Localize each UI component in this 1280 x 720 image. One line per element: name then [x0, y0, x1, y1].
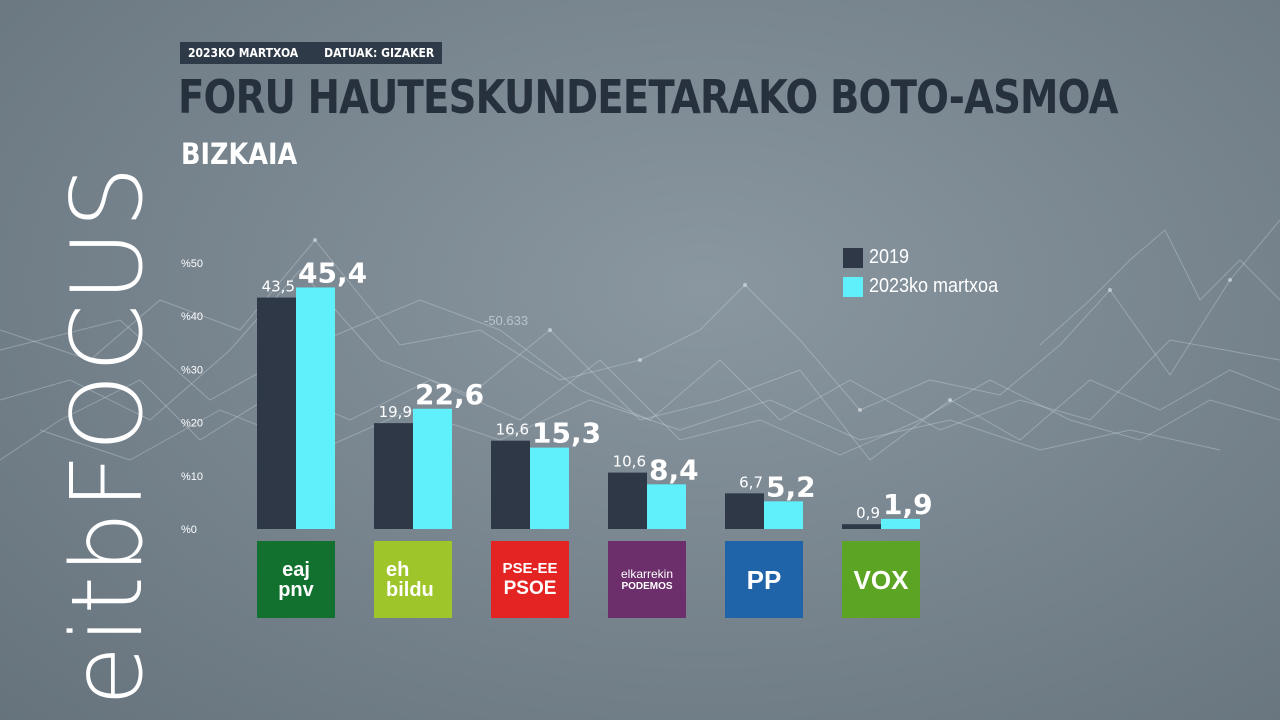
legend-item-2023: 2023ko martxoa [843, 272, 1012, 301]
value-label-2023: 22,6 [415, 378, 484, 411]
bar-2019-3 [608, 472, 647, 529]
value-label-2023: 1,9 [883, 488, 933, 521]
source-label: DATUAK: GIZAKER [324, 46, 435, 60]
bar-2023-2 [530, 447, 569, 529]
value-label-2019: 0,9 [856, 504, 880, 522]
legend-swatch-2019 [843, 247, 863, 268]
party-logo-pp: PP [725, 541, 803, 618]
bar-2023-5 [881, 518, 920, 529]
podemos-logo-line1: elkarrekin [620, 566, 674, 581]
pnv-logo-line2: pnv [278, 578, 314, 601]
y-tick-label: %40 [181, 311, 203, 323]
chart-subtitle: BIZKAIA [181, 137, 298, 171]
y-tick-label: %0 [181, 524, 197, 536]
y-tick-label: %30 [181, 364, 203, 376]
bar-2019-1 [374, 423, 413, 529]
bar-2019-4 [725, 493, 764, 529]
bar-2023-3 [647, 484, 686, 529]
party-logo-vox: VOX [842, 541, 920, 618]
background-number-label: -50.633 [484, 313, 528, 328]
pnv-logo-line1: eaj [282, 558, 310, 581]
y-tick-label: %50 [181, 258, 203, 270]
value-label-2023: 45,4 [298, 256, 367, 289]
value-label-2023: 8,4 [649, 453, 699, 486]
value-label-2019: 6,7 [739, 473, 763, 491]
value-label-2023: 5,2 [766, 470, 816, 503]
bar-2023-4 [764, 501, 803, 529]
podemos-logo-line2: PODEMOS [621, 580, 673, 592]
party-logo-psoe: PSE-EE PSOE [491, 541, 569, 618]
legend-item-2019: 2019 [843, 243, 1012, 272]
bildu-logo-line2: bildu [386, 578, 434, 601]
chart-title: FORU HAUTESKUNDEETARAKO BOTO-ASMOA [178, 70, 1119, 124]
pp-logo-text: PP [746, 564, 782, 595]
bar-2023-0 [296, 287, 335, 529]
legend-label-2023: 2023ko martxoa [869, 275, 999, 297]
party-logo-podemos: elkarrekin PODEMOS [608, 541, 686, 618]
bar-2019-2 [491, 440, 530, 529]
party-logo-pnv: eaj pnv [257, 541, 335, 618]
party-logo-bildu: eh bildu [374, 541, 452, 618]
vox-logo-text: VOX [853, 564, 909, 595]
legend: 2019 2023ko martxoa [843, 243, 1012, 301]
bar-2023-1 [413, 408, 452, 529]
meta-bar: 2023KO MARTXOA DATUAK: GIZAKER [180, 42, 443, 64]
psoe-logo-line1: PSE-EE [502, 560, 558, 577]
y-tick-label: %20 [181, 418, 203, 430]
bildu-logo-line1: eh [386, 558, 410, 581]
psoe-logo-line2: PSOE [503, 578, 557, 599]
legend-label-2019: 2019 [869, 246, 910, 268]
bar-2019-0 [257, 297, 296, 529]
legend-swatch-2023 [843, 276, 863, 297]
value-label-2019: 16,6 [496, 421, 529, 439]
date-label: 2023KO MARTXOA [188, 46, 299, 60]
value-label-2019: 10,6 [613, 453, 646, 471]
bar-2019-5 [842, 524, 881, 529]
value-label-2023: 15,3 [532, 417, 601, 450]
value-label-2019: 43,5 [262, 278, 295, 296]
value-label-2019: 19,9 [379, 403, 412, 421]
y-tick-label: %10 [181, 471, 203, 483]
